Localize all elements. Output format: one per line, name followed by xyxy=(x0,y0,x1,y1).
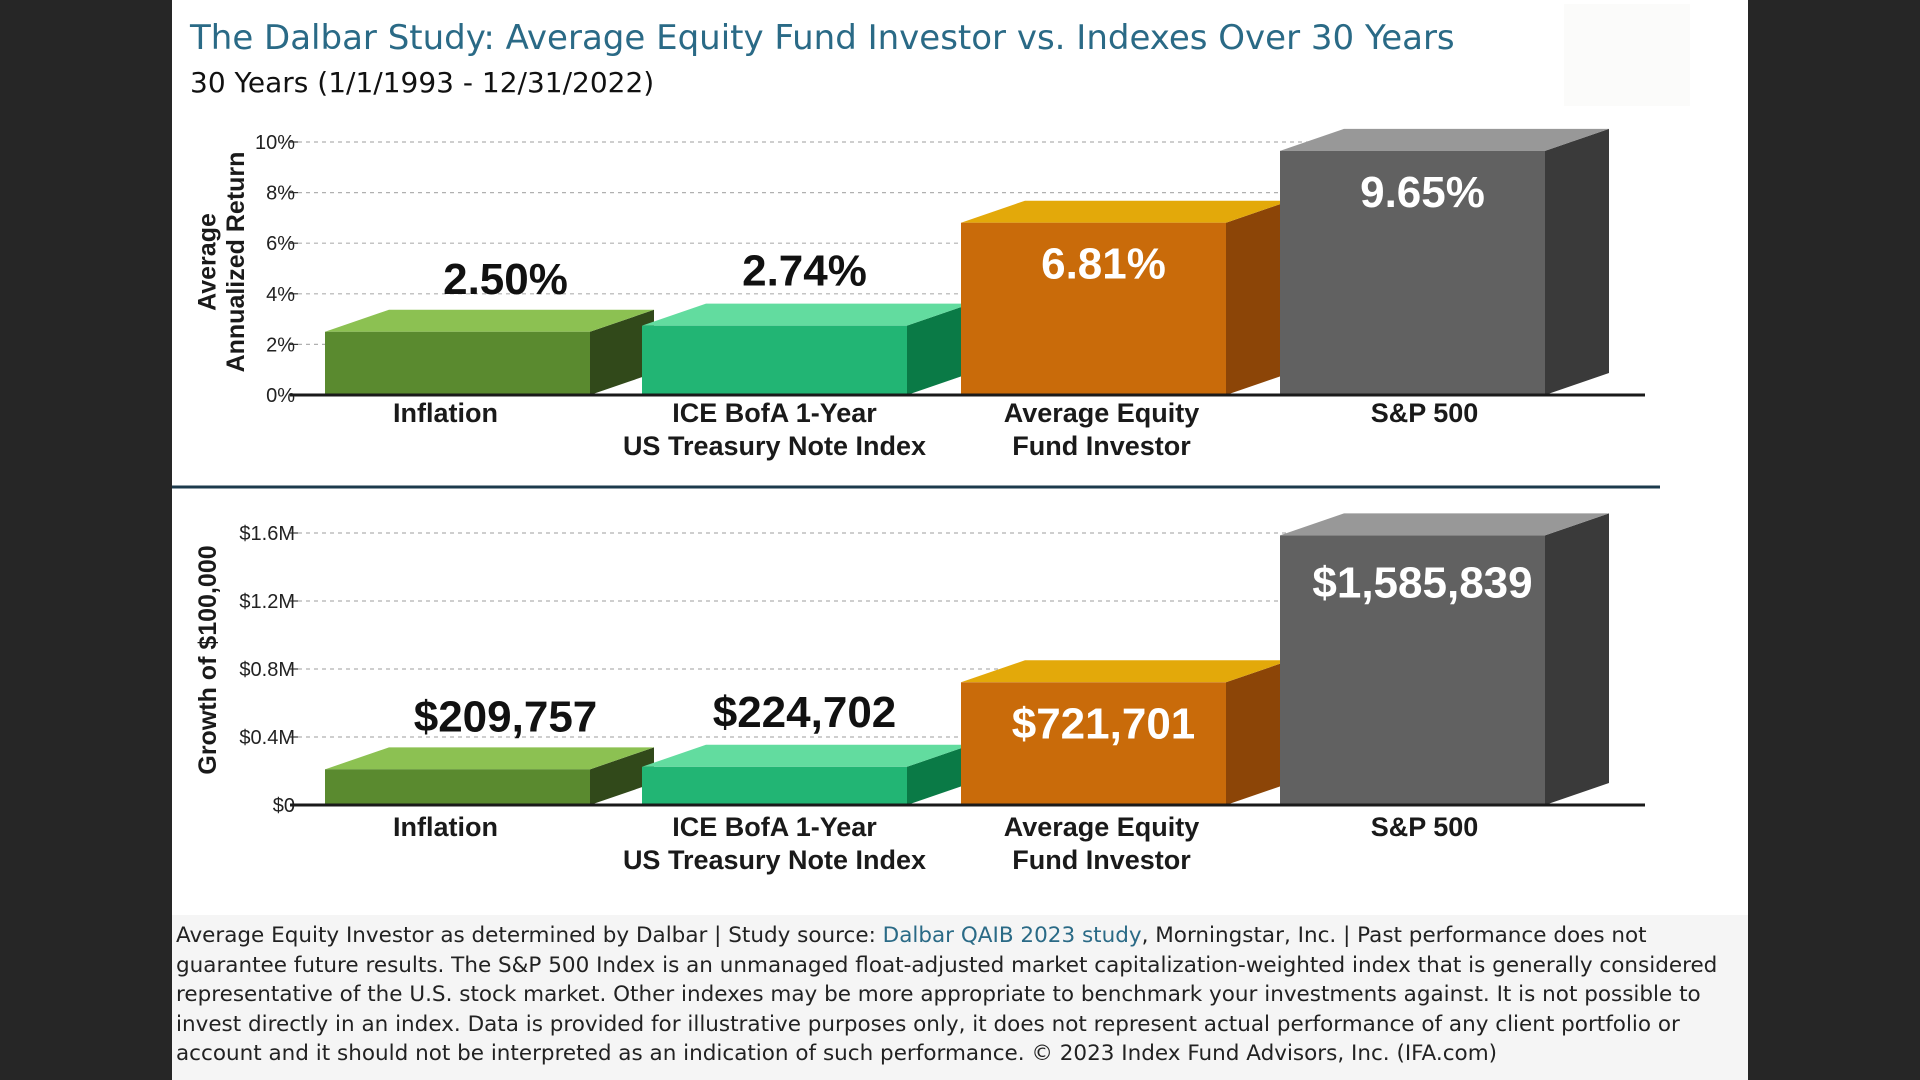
x-category-label: S&P 500 xyxy=(1371,812,1479,842)
y-tick-label: 6% xyxy=(266,233,295,255)
y-axis-title: Growth of $100,000 xyxy=(194,545,222,774)
bar-side xyxy=(590,747,654,805)
y-tick-label: $0.4M xyxy=(239,727,295,749)
y-tick-label: $1.6M xyxy=(239,523,295,545)
y-axis-title-line: Annualized Return xyxy=(222,152,250,373)
bar-side xyxy=(1226,660,1290,805)
disclaimer-footer: Average Equity Investor as determined by… xyxy=(172,915,1748,1080)
bar-front xyxy=(325,331,590,395)
bar-2: 2.74% xyxy=(642,247,971,395)
bar-top xyxy=(961,200,1290,223)
header: The Dalbar Study: Average Equity Fund In… xyxy=(172,0,1748,110)
x-category-label: Fund Investor xyxy=(1012,431,1191,461)
page-title: The Dalbar Study: Average Equity Fund In… xyxy=(190,18,1455,58)
bar-top xyxy=(325,309,654,332)
y-tick-label: $0.8M xyxy=(239,659,295,681)
x-category-label: Inflation xyxy=(393,398,498,428)
bar-3: 6.81% xyxy=(961,200,1290,395)
x-category-label: US Treasury Note Index xyxy=(623,431,926,461)
bar-1: $209,757 xyxy=(325,692,654,805)
bar-front xyxy=(642,766,907,805)
bar-top xyxy=(1280,128,1609,151)
bar-top xyxy=(642,303,971,326)
bar-top xyxy=(325,747,654,770)
bar-side xyxy=(590,309,654,395)
data-label: 9.65% xyxy=(1360,168,1485,217)
x-category-label: Inflation xyxy=(393,812,498,842)
data-label: 6.81% xyxy=(1041,240,1166,289)
data-label: 2.74% xyxy=(742,247,867,296)
x-category-label: ICE BofA 1-Year xyxy=(672,398,877,428)
bar-top xyxy=(961,660,1290,683)
bar-side xyxy=(1545,513,1609,805)
bar-side xyxy=(907,744,971,805)
chart-1: 0%2%4%6%8%10%AverageAnnualized Return 2.5… xyxy=(193,128,1645,461)
bar-front xyxy=(1280,150,1545,395)
disclaimer-text-start: Average Equity Investor as determined by… xyxy=(176,923,883,948)
study-source-link[interactable]: Dalbar QAIB 2023 study xyxy=(882,923,1142,948)
bar-front xyxy=(1280,535,1545,805)
x-category-label: ICE BofA 1-Year xyxy=(672,812,877,842)
bar-2: $224,702 xyxy=(642,688,971,805)
y-tick-label: 8% xyxy=(266,183,295,205)
x-category-label: Average Equity xyxy=(1004,812,1200,842)
page-subtitle: 30 Years (1/1/1993 - 12/31/2022) xyxy=(190,66,655,99)
x-category-label: US Treasury Note Index xyxy=(623,845,926,875)
y-tick-label: $0 xyxy=(273,795,295,817)
x-category-label: Average Equity xyxy=(1004,398,1200,428)
charts-svg: 0%2%4%6%8%10%AverageAnnualized Return 2.5… xyxy=(172,128,1660,875)
bar-front xyxy=(325,769,590,805)
bar-side xyxy=(1226,200,1290,395)
bar-front xyxy=(961,682,1226,805)
y-axis-title-line: Average xyxy=(193,213,221,311)
bar-side xyxy=(907,303,971,395)
bar-top xyxy=(1280,513,1609,536)
y-tick-label: 0% xyxy=(266,385,295,407)
chart-2: $0 $0.4M $0.8M $1.2M $1.6M Growth of $100,000… xyxy=(194,513,1645,875)
content-panel: The Dalbar Study: Average Equity Fund In… xyxy=(172,0,1748,1080)
y-tick-label: 10% xyxy=(255,132,295,154)
bar-front xyxy=(961,222,1226,395)
data-label: $721,701 xyxy=(1012,699,1196,748)
data-label: $209,757 xyxy=(414,692,598,741)
data-label: 2.50% xyxy=(443,255,568,304)
disclaimer-text-end: , Morningstar, Inc. | Past performance d… xyxy=(176,923,1718,1066)
x-category-label: Fund Investor xyxy=(1012,845,1191,875)
y-tick-label: 4% xyxy=(266,284,295,306)
y-tick-label: 2% xyxy=(266,334,295,356)
y-tick-label: $1.2M xyxy=(239,591,295,613)
disclaimer-text: Average Equity Investor as determined by… xyxy=(172,915,1748,1069)
bar-4: $1,585,839 xyxy=(1280,513,1609,805)
data-label: $224,702 xyxy=(713,688,897,737)
logo-placeholder xyxy=(1564,4,1690,106)
bar-front xyxy=(642,325,907,395)
bar-1: 2.50% xyxy=(325,255,654,395)
bar-top xyxy=(642,744,971,767)
data-label: $1,585,839 xyxy=(1312,558,1532,607)
bar-4: 9.65% xyxy=(1280,128,1609,396)
bar-side xyxy=(1545,128,1609,396)
y-axis-title: AverageAnnualized Return xyxy=(193,152,250,373)
bar-3: $721,701 xyxy=(961,660,1290,805)
y-axis-title-line: Growth of $100,000 xyxy=(194,545,222,774)
x-category-label: S&P 500 xyxy=(1371,398,1479,428)
